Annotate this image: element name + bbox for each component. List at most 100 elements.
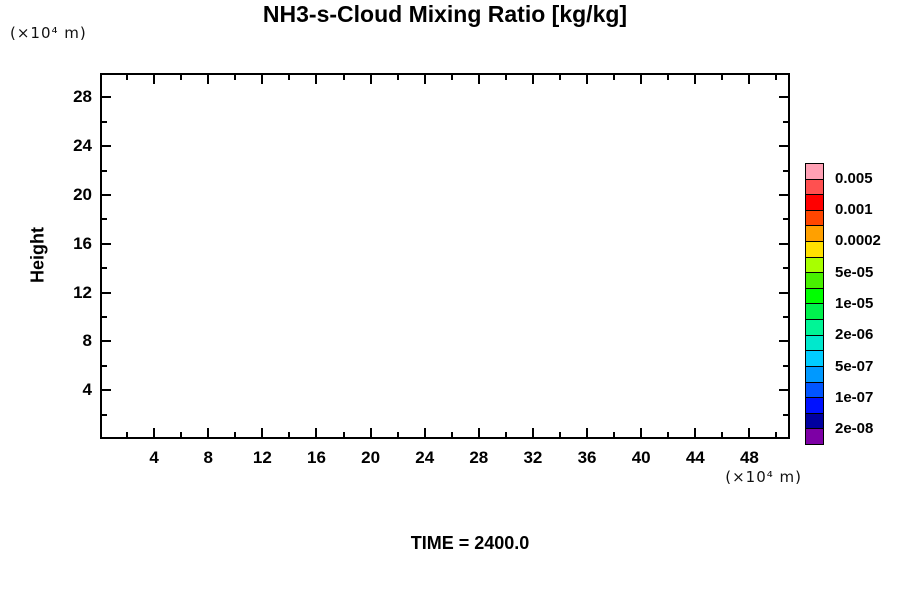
colorbar (805, 163, 824, 445)
x-tick (748, 428, 751, 437)
y-tick (783, 120, 788, 123)
x-tick (667, 75, 670, 80)
x-tick (396, 75, 399, 80)
x-tick (586, 428, 589, 437)
x-tick (315, 75, 318, 84)
x-tick-label: 8 (203, 448, 213, 467)
x-tick-label: 44 (685, 448, 705, 467)
y-tick (779, 389, 788, 392)
colorbar-cell (805, 350, 824, 367)
x-tick (288, 432, 291, 437)
x-tick (315, 428, 318, 437)
colorbar-label: 1e-05 (835, 295, 874, 312)
y-axis-unit-label: (×10⁴ m) (10, 24, 87, 42)
x-tick (775, 75, 778, 80)
y-tick (779, 242, 788, 245)
x-tick-label: 28 (469, 448, 489, 467)
x-tick (342, 75, 345, 80)
x-tick-label: 36 (577, 448, 597, 467)
colorbar-label: 5e-05 (835, 263, 874, 281)
colorbar-cell (805, 412, 824, 430)
x-tick (504, 432, 507, 437)
x-tick (234, 75, 237, 80)
y-tick-label: 12 (73, 282, 92, 302)
x-tick (126, 432, 129, 437)
x-tick-label: 4 (149, 448, 159, 467)
y-tick (779, 291, 788, 294)
colorbar-label: 5e-07 (835, 357, 874, 375)
y-tick (783, 413, 788, 416)
y-tick (102, 242, 111, 245)
x-tick-label: 24 (415, 448, 435, 467)
x-tick-label: 20 (361, 448, 381, 467)
x-tick (531, 428, 534, 437)
x-tick (504, 75, 507, 80)
y-tick (102, 120, 107, 123)
y-tick-label: 4 (82, 380, 92, 400)
x-tick (748, 75, 751, 84)
colorbar-cell (805, 194, 824, 211)
colorbar-cell (805, 365, 824, 383)
x-tick (423, 75, 426, 84)
time-label: TIME = 2400.0 (410, 533, 530, 553)
y-tick (783, 169, 788, 172)
colorbar-cell (805, 272, 824, 289)
x-tick (396, 432, 399, 437)
y-tick (783, 364, 788, 367)
x-tick (640, 75, 643, 84)
colorbar-cell (805, 397, 824, 414)
x-tick (450, 432, 453, 437)
plot-area (100, 73, 790, 439)
y-tick (783, 316, 788, 318)
x-tick (369, 428, 372, 437)
y-tick (102, 194, 111, 196)
x-tick (153, 75, 156, 84)
x-tick (369, 75, 372, 84)
x-axis-unit-label: (×10⁴ m) (725, 468, 802, 486)
x-tick (180, 75, 183, 80)
x-tick-label: 32 (523, 448, 543, 467)
x-tick (180, 432, 183, 437)
y-tick (102, 389, 111, 392)
x-tick (559, 75, 561, 80)
y-tick (102, 96, 111, 99)
y-tick (779, 96, 788, 99)
colorbar-label: 2e-08 (835, 420, 874, 438)
colorbar-cell (805, 381, 824, 399)
y-tick (102, 364, 107, 367)
x-tick (126, 75, 129, 80)
x-tick (694, 428, 697, 437)
y-tick-label: 16 (73, 233, 92, 253)
x-tick (234, 432, 237, 437)
y-tick (779, 194, 788, 196)
colorbar-label: 0.005 (835, 169, 873, 187)
x-tick-label: 12 (252, 448, 272, 467)
colorbar-cell (805, 428, 824, 445)
y-tick (102, 316, 107, 318)
x-tick (613, 75, 616, 80)
x-tick (450, 75, 453, 80)
chart-title: NH3-s-Cloud Mixing Ratio [kg/kg] (262, 1, 628, 27)
y-tick (102, 267, 107, 270)
colorbar-cell (805, 334, 824, 352)
y-tick (783, 267, 788, 270)
x-tick (721, 75, 724, 80)
colorbar-label: 1e-07 (835, 389, 874, 406)
colorbar-cell (805, 209, 824, 227)
x-tick-label: 16 (307, 448, 326, 467)
x-tick (775, 432, 778, 437)
colorbar-cell (805, 178, 824, 196)
colorbar-cell (805, 163, 824, 180)
colorbar-cell (805, 256, 824, 274)
x-tick (613, 432, 616, 437)
y-tick (102, 145, 111, 148)
x-tick (342, 432, 345, 437)
colorbar-cell (805, 225, 824, 243)
x-tick (559, 432, 561, 437)
x-tick-label: 48 (739, 448, 759, 467)
y-tick (102, 291, 111, 294)
x-tick (261, 75, 264, 84)
x-tick (153, 428, 156, 437)
y-tick-label: 8 (82, 331, 92, 351)
